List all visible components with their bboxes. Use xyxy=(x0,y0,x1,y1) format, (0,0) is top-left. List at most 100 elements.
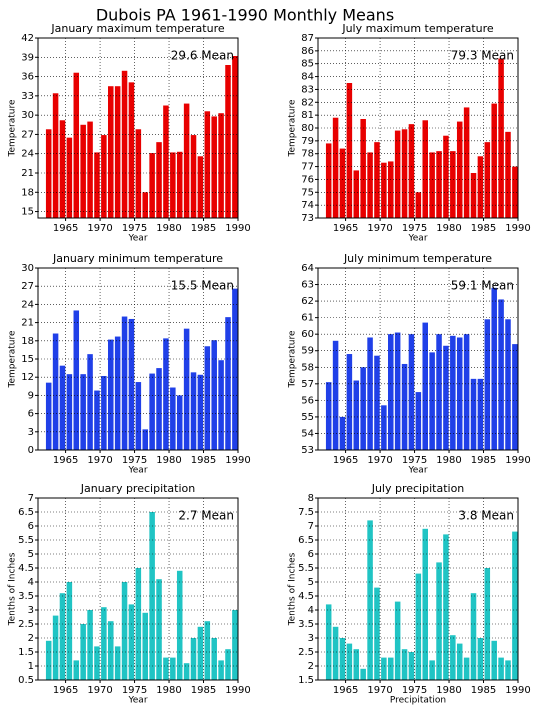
y-tick-label: 82 xyxy=(301,97,314,108)
bar xyxy=(232,56,238,218)
bar xyxy=(149,373,155,450)
bar xyxy=(367,337,373,450)
bar xyxy=(121,316,128,450)
y-tick-label: 61 xyxy=(301,313,314,324)
bar xyxy=(388,161,394,218)
bar xyxy=(360,367,366,450)
y-tick-label: 54 xyxy=(301,428,314,439)
y-tick-label: 4.5 xyxy=(18,563,34,574)
y-tick-label: 1.5 xyxy=(298,675,314,686)
x-axis-label: Year xyxy=(127,466,147,476)
bar xyxy=(128,318,135,450)
y-axis-label: Temperature xyxy=(288,99,298,157)
y-tick-label: 21 xyxy=(21,318,34,329)
bar xyxy=(408,124,415,218)
bar xyxy=(108,86,114,218)
y-tick-label: 86 xyxy=(301,46,314,57)
bar xyxy=(87,121,93,218)
bar xyxy=(211,340,217,450)
bar xyxy=(135,382,142,450)
y-tick-label: 42 xyxy=(21,33,34,44)
x-tick-label: 1975 xyxy=(122,223,147,234)
bar xyxy=(101,135,107,218)
y-tick-label: 75 xyxy=(301,187,314,198)
bar xyxy=(429,152,435,218)
bar xyxy=(470,593,477,680)
y-tick-label: 80 xyxy=(301,123,314,134)
y-tick-label: 2 xyxy=(308,661,314,672)
bar xyxy=(108,621,114,680)
x-axis-label: Year xyxy=(127,234,147,244)
bar xyxy=(422,528,428,680)
plot xyxy=(45,512,238,680)
y-tick-label: 15 xyxy=(21,207,34,218)
bar xyxy=(197,626,204,680)
y-tick-label: 3.5 xyxy=(298,619,314,630)
bar xyxy=(94,152,100,218)
bar xyxy=(190,135,197,218)
bar xyxy=(388,334,394,450)
bar xyxy=(225,649,231,680)
bar xyxy=(332,117,339,218)
y-tick-label: 3 xyxy=(28,427,34,438)
bar xyxy=(422,120,428,218)
bar xyxy=(360,119,366,218)
frame xyxy=(317,497,519,681)
bar xyxy=(80,374,86,450)
bar xyxy=(197,374,204,450)
annotation: 59.1 Mean xyxy=(451,279,514,293)
bar xyxy=(332,340,339,450)
x-tick-label: 1985 xyxy=(471,685,496,696)
bar xyxy=(232,288,238,450)
y-tick-label: 27 xyxy=(21,281,34,292)
bar xyxy=(142,192,148,218)
bar xyxy=(346,354,353,450)
x-tick-label: 1975 xyxy=(402,223,427,234)
x-tick-label: 1990 xyxy=(505,223,530,234)
bar xyxy=(176,151,183,218)
bar xyxy=(45,640,52,680)
bar xyxy=(436,562,442,680)
frame xyxy=(37,497,239,681)
y-tick-label: 1 xyxy=(28,661,34,672)
bar xyxy=(183,663,190,680)
y-tick-label: 36 xyxy=(21,72,34,83)
bar xyxy=(225,317,231,450)
plot xyxy=(45,288,238,450)
y-tick-label: 9 xyxy=(28,390,34,401)
plot xyxy=(45,56,238,218)
bar xyxy=(211,116,217,218)
y-tick-label: 21 xyxy=(21,168,34,179)
y-tick-label: 27 xyxy=(21,129,34,140)
annotation: 2.7 Mean xyxy=(178,509,234,523)
bar xyxy=(456,337,463,450)
bar xyxy=(204,346,211,450)
bar xyxy=(156,142,162,218)
y-tick-label: 4.5 xyxy=(298,591,314,602)
y-tick-label: 6.5 xyxy=(298,535,314,546)
bar xyxy=(197,156,204,218)
y-axis-label: Temperature xyxy=(8,99,18,157)
bar xyxy=(325,382,332,450)
bar xyxy=(374,587,380,680)
bar xyxy=(491,287,497,450)
x-tick-label: 1990 xyxy=(225,685,250,696)
bar xyxy=(170,657,176,680)
plot xyxy=(325,520,518,680)
bar xyxy=(325,143,332,218)
bar xyxy=(183,103,190,218)
bar xyxy=(218,113,224,218)
bar xyxy=(87,610,93,680)
annotation: 15.5 Mean xyxy=(171,279,234,293)
x-tick-label: 1975 xyxy=(122,455,147,466)
bar xyxy=(463,334,470,450)
y-axis-label: Temperature xyxy=(288,330,298,388)
y-tick-label: 73 xyxy=(301,213,314,224)
bar xyxy=(149,153,155,218)
plot xyxy=(325,58,518,218)
x-axis-label: Year xyxy=(407,234,427,244)
y-tick-label: 85 xyxy=(301,59,314,70)
annotation: 79.3 Mean xyxy=(451,49,514,63)
bar xyxy=(339,638,346,680)
y-axis-label: Tenths of Inches xyxy=(8,552,18,626)
